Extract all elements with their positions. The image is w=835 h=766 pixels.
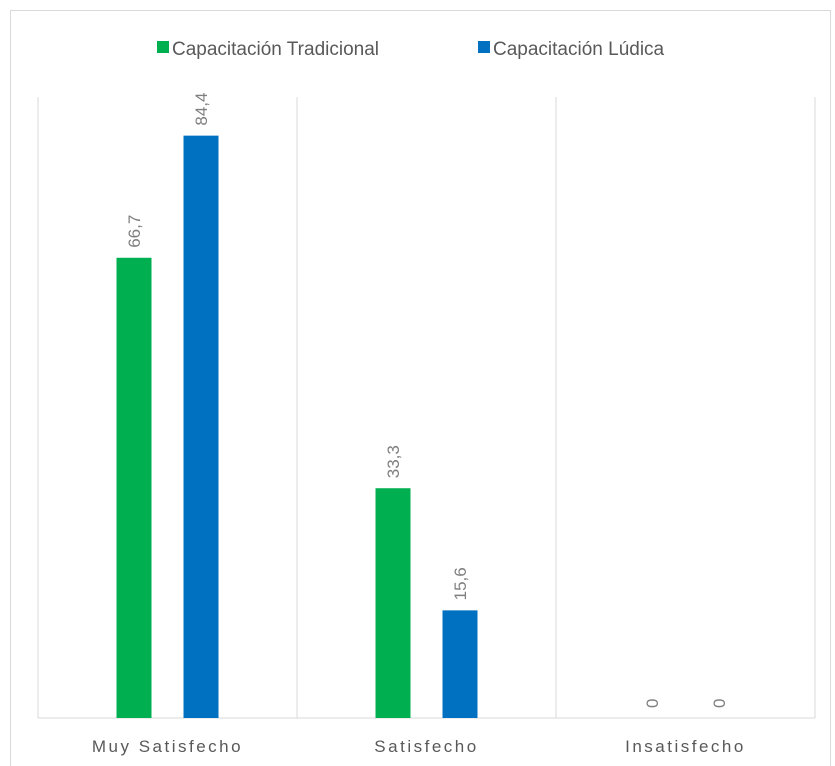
x-tick-label: Satisfecho xyxy=(374,737,478,756)
data-label: 15,6 xyxy=(451,567,470,600)
legend-swatch xyxy=(157,41,169,53)
bar xyxy=(183,135,219,718)
data-label: 84,4 xyxy=(192,93,211,126)
x-tick-label: Muy Satisfecho xyxy=(92,737,243,756)
bar xyxy=(375,488,411,718)
data-label: 33,3 xyxy=(384,445,403,478)
data-label: 66,7 xyxy=(125,215,144,248)
legend-swatch xyxy=(478,41,490,53)
data-label: 0 xyxy=(643,699,662,708)
data-label: 0 xyxy=(710,699,729,708)
legend-label: Capacitación Tradicional xyxy=(172,39,379,60)
chart-border xyxy=(10,10,831,766)
legend-label: Capacitación Lúdica xyxy=(493,39,665,60)
x-tick-label: Insatisfecho xyxy=(625,737,746,756)
bar xyxy=(442,610,478,718)
bar xyxy=(116,257,152,718)
